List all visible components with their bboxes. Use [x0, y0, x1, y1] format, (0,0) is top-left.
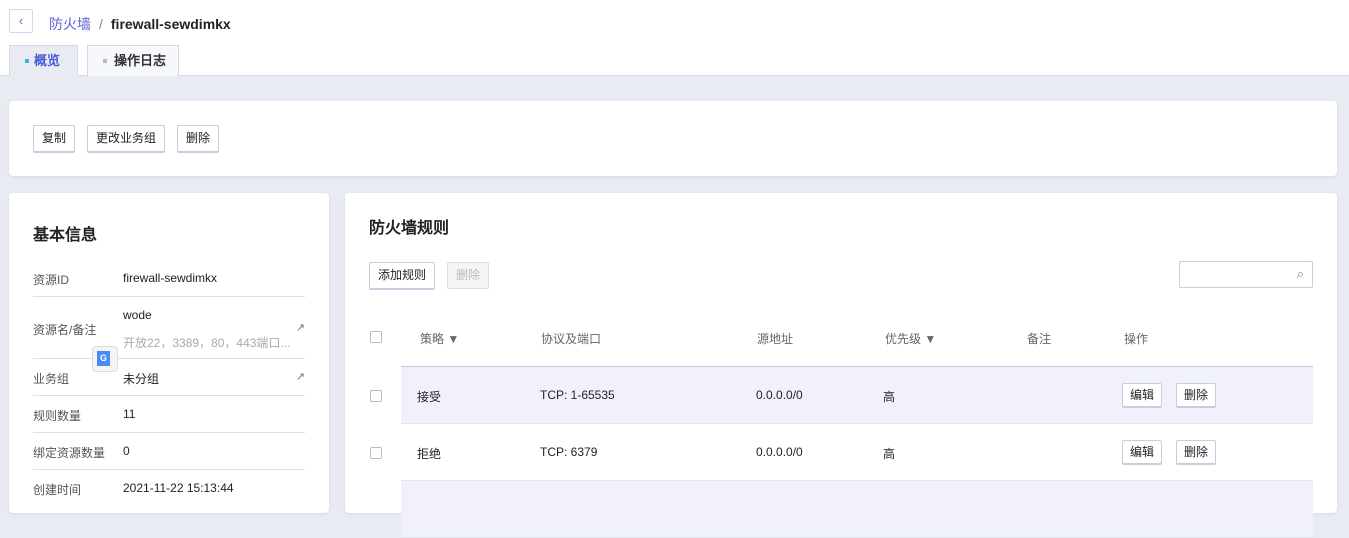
col-priority[interactable]: 优先级 ▼ [885, 330, 936, 347]
info-row-group: 业务组 未分组 ↗ [33, 359, 305, 396]
info-value: wode [123, 308, 152, 322]
basic-info-card: 基本信息 资源ID firewall-sewdimkx 资源名/备注 wode 开放2… [9, 193, 329, 513]
edit-rule-button[interactable]: 编辑 [1122, 383, 1163, 407]
info-label: 资源ID [33, 273, 70, 287]
search-icon: ⌕ [1296, 266, 1304, 281]
info-row-name: 资源名/备注 wode 开放22，3389，80，443端口... ↗ [33, 297, 305, 359]
tab-label: 概览 [34, 53, 61, 68]
select-all-checkbox[interactable] [370, 331, 382, 343]
action-bar: 复制 更改业务组 删除 [9, 101, 1337, 176]
info-row-rule-count: 规则数量 11 [33, 396, 305, 433]
col-label: 策略 [420, 332, 445, 346]
filter-icon[interactable]: ▼ [444, 332, 460, 346]
row-checkbox[interactable] [370, 447, 382, 459]
info-label: 创建时间 [33, 483, 82, 497]
delete-rule-button[interactable]: 删除 [1176, 383, 1217, 407]
tab-label: 操作日志 [114, 53, 167, 68]
edit-icon[interactable]: ↗ [295, 371, 305, 383]
info-value: 0 [123, 444, 130, 458]
copy-button[interactable]: 复制 [33, 125, 76, 152]
cell-protocol: TCP: 1-65535 [540, 388, 615, 402]
info-row-created: 创建时间 2021-11-22 15:13:44 [33, 470, 305, 507]
tab-dot-icon [25, 59, 29, 63]
col-actions: 操作 [1124, 332, 1149, 346]
delete-rules-button: 删除 [447, 262, 490, 289]
delete-rule-button[interactable]: 删除 [1176, 440, 1217, 464]
col-source: 源地址 [757, 332, 794, 346]
cell-policy: 拒绝 [417, 447, 442, 461]
change-group-button[interactable]: 更改业务组 [87, 125, 166, 152]
tab-operation-log[interactable]: 操作日志 [87, 45, 179, 76]
info-label: 绑定资源数量 [33, 446, 106, 460]
cell-source: 0.0.0.0/0 [756, 388, 803, 402]
info-value: firewall-sewdimkx [123, 271, 218, 285]
breadcrumb-firewall-link[interactable]: 防火墙 [49, 16, 91, 32]
col-protocol: 协议及端口 [541, 332, 602, 346]
header: ‹ 防火墙 / firewall-sewdimkx 概览 操作日志 [0, 0, 1349, 76]
rules-card: 防火墙规则 添加规则 删除 ⌕ 策略 ▼ 协议及端口 源地址 优先级 ▼ 备注 … [345, 193, 1337, 538]
info-note: 开放22，3389，80，443端口... [123, 336, 291, 350]
translate-icon[interactable]: G [92, 346, 118, 372]
tab-overview[interactable]: 概览 [9, 45, 78, 76]
filter-icon[interactable]: ▼ [921, 332, 937, 346]
cell-protocol: TCP: 6379 [540, 445, 598, 459]
edit-icon[interactable]: ↗ [295, 322, 305, 334]
chevron-left-icon: ‹ [18, 13, 24, 28]
table-row: 接受 TCP: 1-65535 0.0.0.0/0 高 编辑 删除 [401, 367, 1313, 424]
row-checkbox[interactable] [370, 390, 382, 402]
info-label: 业务组 [33, 372, 70, 386]
delete-button[interactable]: 删除 [177, 125, 220, 152]
col-policy[interactable]: 策略 ▼ [420, 330, 459, 347]
info-value: 2021-11-22 15:13:44 [123, 481, 234, 495]
search-input[interactable]: ⌕ [1179, 261, 1313, 288]
info-value: 11 [123, 407, 136, 421]
table-row: 拒绝 TCP: 6379 0.0.0.0/0 高 编辑 删除 [401, 424, 1313, 481]
add-rule-button[interactable]: 添加规则 [369, 262, 436, 289]
cell-priority: 高 [883, 390, 896, 404]
info-value: 未分组 [123, 372, 160, 386]
breadcrumb-separator: / [99, 16, 103, 32]
cell-policy: 接受 [417, 390, 442, 404]
tab-dot-icon [103, 59, 107, 63]
info-row-bound-count: 绑定资源数量 0 [33, 433, 305, 470]
col-note: 备注 [1027, 332, 1052, 346]
edit-rule-button[interactable]: 编辑 [1122, 440, 1163, 464]
table-row [401, 481, 1313, 538]
info-label: 规则数量 [33, 409, 82, 423]
cell-source: 0.0.0.0/0 [756, 445, 803, 459]
breadcrumb: 防火墙 / firewall-sewdimkx [49, 14, 231, 34]
page-title: firewall-sewdimkx [110, 16, 231, 32]
rules-title: 防火墙规则 [369, 220, 450, 237]
back-button[interactable]: ‹ [9, 9, 33, 33]
info-row-id: 资源ID firewall-sewdimkx [33, 259, 305, 297]
basic-info-title: 基本信息 [33, 227, 98, 244]
info-label: 资源名/备注 [33, 323, 97, 337]
col-label: 优先级 [885, 332, 922, 346]
cell-priority: 高 [883, 447, 896, 461]
